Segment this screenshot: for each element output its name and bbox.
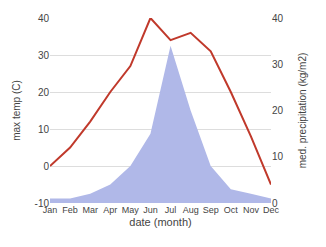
svg-text:Dec: Dec (263, 205, 280, 215)
svg-text:Apr: Apr (103, 205, 117, 215)
svg-text:0: 0 (43, 161, 49, 172)
svg-text:Oct: Oct (224, 205, 239, 215)
svg-text:date (month): date (month) (129, 216, 191, 228)
svg-text:May: May (122, 205, 140, 215)
svg-text:max temp (C): max temp (C) (11, 80, 22, 141)
svg-text:30: 30 (272, 59, 284, 70)
svg-text:Feb: Feb (62, 205, 78, 215)
svg-text:0: 0 (272, 198, 278, 209)
svg-text:30: 30 (38, 50, 50, 61)
svg-text:Jun: Jun (143, 205, 158, 215)
svg-text:Mar: Mar (82, 205, 98, 215)
svg-text:40: 40 (272, 13, 284, 24)
svg-text:Nov: Nov (243, 205, 260, 215)
svg-text:Jul: Jul (165, 205, 177, 215)
svg-text:Aug: Aug (183, 205, 199, 215)
svg-text:40: 40 (38, 13, 50, 24)
svg-text:Jan: Jan (43, 205, 58, 215)
svg-text:med. precipitation (kg/m2): med. precipitation (kg/m2) (297, 53, 308, 169)
svg-text:Sep: Sep (203, 205, 219, 215)
svg-text:20: 20 (38, 87, 50, 98)
svg-text:10: 10 (38, 124, 50, 135)
svg-text:-10: -10 (35, 198, 50, 209)
svg-text:10: 10 (272, 151, 284, 162)
svg-text:20: 20 (272, 105, 284, 116)
